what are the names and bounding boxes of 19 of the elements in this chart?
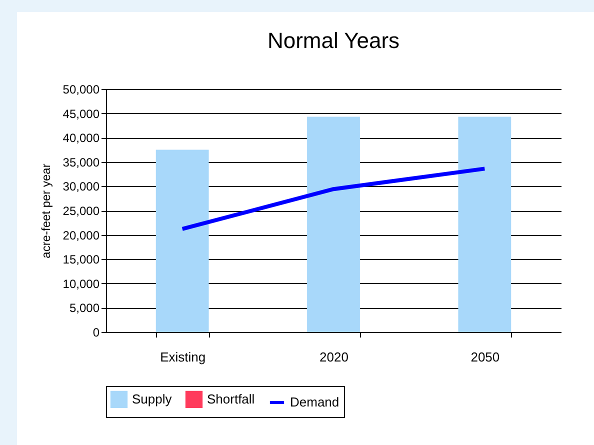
y-tick-label: 5,000 bbox=[69, 301, 100, 316]
y-tick-label: 35,000 bbox=[62, 155, 100, 170]
y-tick-label: 25,000 bbox=[62, 204, 100, 218]
y-tick-label: 30,000 bbox=[62, 180, 100, 194]
legend-label: Supply bbox=[132, 391, 172, 406]
y-tick-label: 50,000 bbox=[62, 82, 100, 96]
y-axis-title: acre-feet per year bbox=[38, 164, 53, 258]
legend-label: Shortfall bbox=[207, 391, 255, 406]
x-tick-label: 2050 bbox=[470, 350, 500, 364]
y-tick-label: 0 bbox=[92, 326, 100, 340]
x-tick-label: 2020 bbox=[320, 350, 348, 364]
y-tick-label: 15,000 bbox=[62, 252, 100, 267]
y-tick-label: 45,000 bbox=[62, 106, 100, 121]
legend-label: Demand bbox=[290, 394, 340, 410]
chart-title: Normal Years bbox=[267, 28, 400, 53]
x-tick-label: Existing bbox=[160, 350, 206, 364]
y-tick-label: 40,000 bbox=[62, 131, 100, 146]
y-tick-label: 20,000 bbox=[62, 228, 100, 242]
y-tick-label: 10,000 bbox=[62, 276, 100, 291]
